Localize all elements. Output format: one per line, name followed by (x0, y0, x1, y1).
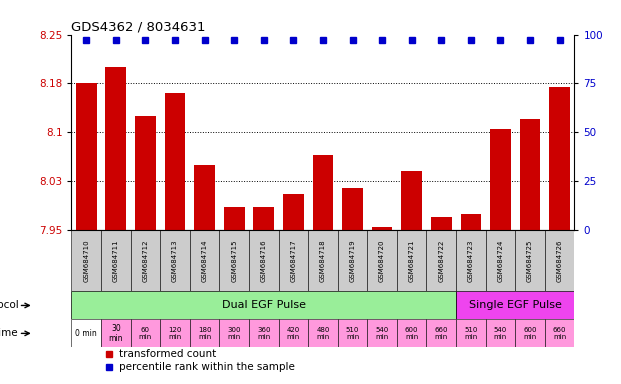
Bar (312, 155, 333, 230)
Text: 660
min: 660 min (435, 327, 448, 340)
Text: 30
min: 30 min (109, 324, 123, 343)
Bar (397, 319, 427, 348)
Text: GSM684718: GSM684718 (320, 240, 326, 282)
Bar (194, 165, 215, 230)
Bar (431, 217, 451, 230)
Text: 60
min: 60 min (138, 327, 152, 340)
Bar (130, 230, 160, 291)
Bar (76, 83, 97, 230)
Bar (130, 319, 160, 348)
Bar (219, 319, 249, 348)
Bar (461, 214, 481, 230)
Text: 360
min: 360 min (257, 327, 271, 340)
Text: 600
min: 600 min (524, 327, 537, 340)
Text: time: time (0, 328, 19, 338)
Bar (71, 319, 101, 348)
Text: 510
min: 510 min (464, 327, 478, 340)
Bar (106, 67, 126, 230)
Text: 660
min: 660 min (553, 327, 566, 340)
Bar (490, 129, 511, 230)
Text: GSM684725: GSM684725 (527, 240, 533, 282)
Text: Dual EGF Pulse: Dual EGF Pulse (222, 300, 306, 310)
Text: protocol: protocol (0, 300, 19, 310)
Bar (160, 319, 190, 348)
Bar (224, 207, 245, 230)
Bar (456, 230, 486, 291)
Bar (401, 171, 422, 230)
Text: 480
min: 480 min (316, 327, 330, 340)
Bar (190, 230, 219, 291)
Text: 540
min: 540 min (494, 327, 507, 340)
Bar (545, 319, 574, 348)
Text: GSM684717: GSM684717 (291, 240, 296, 282)
Bar (249, 230, 279, 291)
Text: GSM684711: GSM684711 (113, 240, 119, 282)
Text: Single EGF Pulse: Single EGF Pulse (469, 300, 561, 310)
Text: 120
min: 120 min (168, 327, 182, 340)
Bar (101, 230, 130, 291)
Text: 600
min: 600 min (405, 327, 419, 340)
Bar (367, 230, 397, 291)
Text: GSM684716: GSM684716 (261, 240, 267, 282)
Bar (308, 230, 338, 291)
Bar (101, 319, 130, 348)
Text: GSM684726: GSM684726 (556, 240, 563, 282)
Bar (338, 230, 367, 291)
Bar (342, 188, 363, 230)
Bar (520, 119, 540, 230)
Bar (545, 230, 574, 291)
Bar (515, 230, 545, 291)
Bar (456, 319, 486, 348)
Bar (279, 319, 308, 348)
Bar (367, 319, 397, 348)
Text: GSM684721: GSM684721 (409, 240, 415, 282)
Text: transformed count: transformed count (119, 349, 217, 359)
Bar (71, 230, 101, 291)
Bar (397, 230, 427, 291)
Text: GSM684713: GSM684713 (172, 240, 178, 282)
Text: GSM684714: GSM684714 (202, 240, 207, 282)
Text: 510
min: 510 min (346, 327, 359, 340)
Text: GSM684719: GSM684719 (350, 240, 355, 282)
Bar (253, 207, 274, 230)
Text: GSM684724: GSM684724 (497, 240, 504, 282)
Text: GSM684712: GSM684712 (142, 240, 148, 282)
Bar (427, 230, 456, 291)
Text: GSM684710: GSM684710 (83, 240, 89, 282)
Text: 180
min: 180 min (198, 327, 211, 340)
Text: 540
min: 540 min (376, 327, 389, 340)
Bar (279, 230, 308, 291)
Text: GDS4362 / 8034631: GDS4362 / 8034631 (71, 20, 206, 33)
Text: 300
min: 300 min (227, 327, 241, 340)
Bar (515, 319, 545, 348)
Text: percentile rank within the sample: percentile rank within the sample (119, 362, 295, 372)
Text: GSM684715: GSM684715 (231, 240, 237, 282)
Bar (338, 319, 367, 348)
Bar (372, 227, 392, 230)
Bar (456, 291, 574, 319)
Bar (190, 319, 219, 348)
Bar (71, 291, 456, 319)
Bar (160, 230, 190, 291)
Bar (308, 319, 338, 348)
Bar (219, 230, 249, 291)
Bar (549, 87, 570, 230)
Text: 420
min: 420 min (287, 327, 300, 340)
Text: GSM684720: GSM684720 (379, 240, 385, 282)
Bar (427, 319, 456, 348)
Bar (486, 319, 515, 348)
Text: 0 min: 0 min (75, 329, 97, 338)
Bar (486, 230, 515, 291)
Bar (283, 194, 304, 230)
Bar (249, 319, 279, 348)
Bar (135, 116, 156, 230)
Bar (165, 93, 185, 230)
Text: GSM684723: GSM684723 (468, 240, 474, 282)
Text: GSM684722: GSM684722 (438, 240, 444, 282)
